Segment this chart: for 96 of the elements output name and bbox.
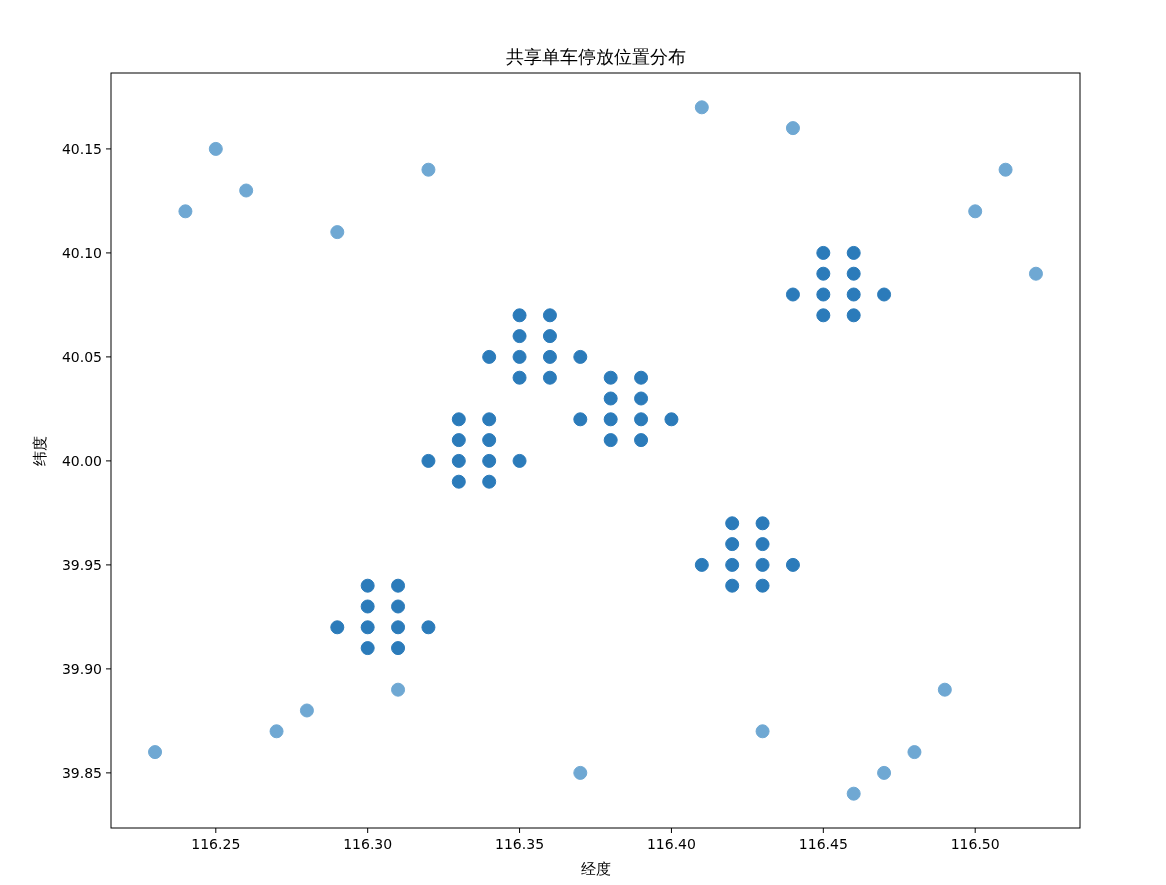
point xyxy=(907,745,922,760)
point xyxy=(664,412,679,427)
point xyxy=(421,620,436,635)
point xyxy=(421,162,436,177)
point xyxy=(846,245,861,260)
point xyxy=(542,329,557,344)
x-tick-label: 116.45 xyxy=(798,836,848,852)
point xyxy=(573,349,588,364)
point xyxy=(725,516,740,531)
y-tick-label: 39.85 xyxy=(61,764,102,781)
point xyxy=(755,578,770,593)
x-tick-label: 116.50 xyxy=(950,836,1000,852)
y-tick-label: 40.10 xyxy=(61,244,102,261)
point xyxy=(421,453,436,468)
point xyxy=(239,183,254,198)
point xyxy=(512,329,527,344)
point xyxy=(208,141,223,156)
point xyxy=(451,412,466,427)
point xyxy=(877,765,892,780)
point xyxy=(391,682,406,697)
point xyxy=(391,641,406,656)
point xyxy=(846,786,861,801)
point xyxy=(725,537,740,552)
point xyxy=(725,557,740,572)
point xyxy=(360,641,375,656)
point xyxy=(634,412,649,427)
x-tick-label: 116.25 xyxy=(191,836,241,852)
point xyxy=(694,557,709,572)
point xyxy=(755,557,770,572)
point xyxy=(846,287,861,302)
point xyxy=(603,391,618,406)
point xyxy=(512,370,527,385)
y-tick-label: 40.15 xyxy=(61,140,102,157)
point xyxy=(512,453,527,468)
point xyxy=(816,308,831,323)
y-tick-label: 40.05 xyxy=(61,348,102,365)
y-tick-label: 40.00 xyxy=(61,452,102,469)
point xyxy=(634,391,649,406)
point xyxy=(330,620,345,635)
point xyxy=(360,578,375,593)
point xyxy=(603,370,618,385)
point xyxy=(573,412,588,427)
point xyxy=(603,412,618,427)
x-tick-label: 116.40 xyxy=(646,836,696,852)
point xyxy=(877,287,892,302)
point xyxy=(755,516,770,531)
point xyxy=(299,703,314,718)
point xyxy=(482,453,497,468)
point xyxy=(785,287,800,302)
y-tick-label: 39.95 xyxy=(61,556,102,573)
point xyxy=(846,308,861,323)
point xyxy=(482,433,497,448)
point xyxy=(391,620,406,635)
point xyxy=(755,724,770,739)
point xyxy=(542,308,557,323)
point xyxy=(725,578,740,593)
point xyxy=(482,412,497,427)
point xyxy=(482,349,497,364)
point xyxy=(360,599,375,614)
point xyxy=(968,204,983,219)
point xyxy=(573,765,588,780)
chart-title: 共享单车停放位置分布 xyxy=(505,46,686,67)
point xyxy=(269,724,284,739)
point xyxy=(634,433,649,448)
point xyxy=(391,599,406,614)
point xyxy=(998,162,1013,177)
point xyxy=(482,474,497,489)
point xyxy=(755,537,770,552)
y-tick-label: 39.90 xyxy=(61,660,102,677)
point xyxy=(330,225,345,240)
x-axis-title: 经度 xyxy=(580,860,611,878)
x-tick-label: 116.30 xyxy=(343,836,393,852)
point xyxy=(816,266,831,281)
point xyxy=(542,349,557,364)
point xyxy=(451,433,466,448)
point xyxy=(1028,266,1043,281)
x-tick-label: 116.35 xyxy=(495,836,545,852)
y-axis-title: 纬度 xyxy=(31,435,49,466)
point xyxy=(937,682,952,697)
point xyxy=(512,308,527,323)
point xyxy=(391,578,406,593)
point xyxy=(634,370,649,385)
point xyxy=(451,453,466,468)
point xyxy=(816,287,831,302)
point xyxy=(512,349,527,364)
point xyxy=(846,266,861,281)
point xyxy=(178,204,193,219)
point xyxy=(148,745,163,760)
point xyxy=(694,100,709,115)
point xyxy=(542,370,557,385)
point xyxy=(816,245,831,260)
point xyxy=(603,433,618,448)
point xyxy=(451,474,466,489)
point xyxy=(785,121,800,136)
point xyxy=(785,557,800,572)
point xyxy=(360,620,375,635)
